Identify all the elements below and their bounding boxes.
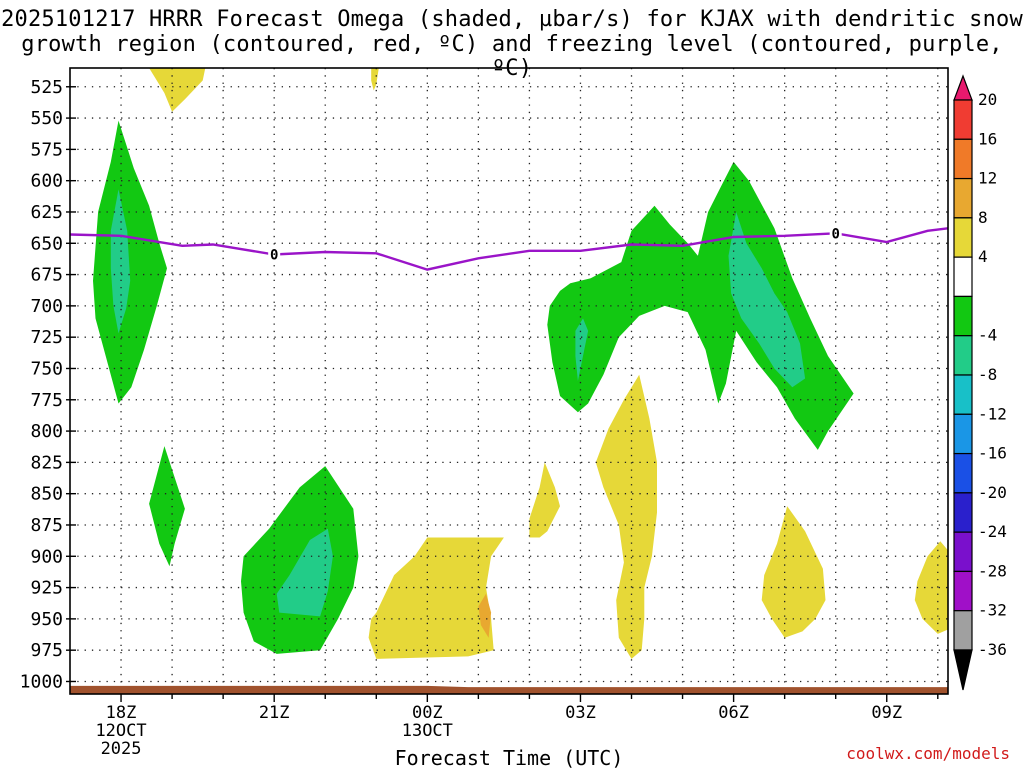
freezing-level-line <box>70 227 948 271</box>
y-tick-label-550: 550 <box>30 108 63 129</box>
colorbar-box-13 <box>953 570 973 612</box>
colorbar-box-14 <box>953 610 973 651</box>
y-tick-label-850: 850 <box>30 484 63 505</box>
y-tick-label-1000: 1000 <box>20 671 63 692</box>
x-tick-label-18Z: 18Z <box>106 703 137 723</box>
colorbar-label-8: 8 <box>978 208 988 227</box>
freezing-level-layer: 00 <box>70 225 948 271</box>
colorbar-box-8 <box>953 374 973 415</box>
y-tick-label-800: 800 <box>30 421 63 442</box>
omega-region-up-8-12-c <box>575 318 589 381</box>
y-tick-label-975: 975 <box>30 640 63 661</box>
omega-region-down-4-8-e <box>595 374 657 659</box>
omega-region-down-4-8-c <box>368 537 504 659</box>
x-tick-label-09Z: 09Z <box>871 703 902 723</box>
y-tick-label-525: 525 <box>30 77 63 98</box>
terrain-ground <box>70 685 948 694</box>
omega-region-up-4-8-d <box>547 161 854 450</box>
colorbar-label--20: -20 <box>978 483 1007 502</box>
colorbar-box-12 <box>953 531 973 573</box>
omega-region-up-8-12-d <box>728 212 806 388</box>
colorbar-box-5 <box>953 256 973 298</box>
colorbar-label--36: -36 <box>978 640 1007 659</box>
y-tick-label-950: 950 <box>30 609 63 630</box>
colorbar-box-4 <box>953 217 973 258</box>
colorbar-label-16: 16 <box>978 129 997 148</box>
colorbar-label-12: 12 <box>978 169 997 188</box>
y-tick-label-775: 775 <box>30 390 63 411</box>
colorbar-box-2 <box>953 138 973 180</box>
colorbar-bottom-arrow <box>953 649 973 691</box>
colorbar-label--16: -16 <box>978 444 1007 463</box>
x-tick-date-00Z: 13OCT <box>402 721 453 741</box>
y-tick-label-750: 750 <box>30 358 63 379</box>
plot-frame <box>69 67 949 695</box>
y-tick-label-650: 650 <box>30 233 63 254</box>
colorbar-box-7 <box>953 335 973 376</box>
y-tick-label-625: 625 <box>30 202 63 223</box>
colorbar-label--28: -28 <box>978 561 1007 580</box>
gridlines <box>70 68 948 694</box>
omega-region-down-4-8-d <box>529 462 560 538</box>
colorbar: 20 16 12 8 4 -4 -8 -12 -16 -20 -24 -28 -32 -36 <box>953 74 1007 691</box>
colorbar-label--8: -8 <box>978 365 997 384</box>
terrain-layer <box>70 685 948 694</box>
colorbar-label--12: -12 <box>978 404 1007 423</box>
colorbar-box-3 <box>953 177 973 219</box>
x-tick-label-00Z: 00Z <box>412 703 443 723</box>
x-axis-label: Forecast Time (UTC) <box>395 746 624 768</box>
y-tick-label-875: 875 <box>30 515 63 536</box>
colorbar-label-4: 4 <box>978 247 988 266</box>
site-credit: coolwx.com/models <box>846 744 1010 763</box>
x-tick-label-21Z: 21Z <box>259 703 290 723</box>
y-tick-label-575: 575 <box>30 139 63 160</box>
colorbar-box-10 <box>953 452 973 494</box>
axes-layer: 525 550 575 600 625 650 675 700 725 750 775 800 825 8… <box>20 67 949 759</box>
chart-title-line-2: growth region (contoured, red, ºC) and f… <box>21 32 1003 81</box>
freezing-level-label-0: 0 <box>270 248 278 264</box>
chart-title-line-1: 2025101217 HRRR Forecast Omega (shaded, … <box>1 7 1023 32</box>
omega-region-down-4-8-b <box>371 68 379 91</box>
omega-region-down-4-8-f <box>761 506 826 638</box>
omega-region-up-4-8-a <box>93 120 167 404</box>
colorbar-label--24: -24 <box>978 522 1007 541</box>
omega-region-up-8-12-a <box>110 189 131 334</box>
colorbar-box-6 <box>953 295 973 337</box>
y-tick-label-725: 725 <box>30 327 63 348</box>
colorbar-box-1 <box>953 99 973 140</box>
colorbar-box-9 <box>953 413 973 455</box>
colorbar-box-11 <box>953 492 973 533</box>
x-tick-label-03Z: 03Z <box>565 703 596 723</box>
y-tick-label-675: 675 <box>30 265 63 286</box>
colorbar-label--32: -32 <box>978 601 1007 620</box>
omega-shading-layer <box>93 68 948 659</box>
colorbar-label-20: 20 <box>978 90 997 109</box>
omega-region-down-8-12-a <box>478 593 492 638</box>
y-tick-label-900: 900 <box>30 546 63 567</box>
x-tick-year-18Z: 2025 <box>101 739 142 759</box>
y-tick-label-600: 600 <box>30 171 63 192</box>
y-tick-label-825: 825 <box>30 452 63 473</box>
y-tick-label-700: 700 <box>30 296 63 317</box>
x-tick-label-06Z: 06Z <box>718 703 749 723</box>
y-tick-label-925: 925 <box>30 578 63 599</box>
x-tick-date-18Z: 12OCT <box>95 721 146 741</box>
omega-region-down-4-8-a <box>149 68 206 112</box>
colorbar-label--4: -4 <box>978 326 997 345</box>
freezing-level-label-1: 0 <box>831 226 839 242</box>
colorbar-top-arrow <box>953 74 973 101</box>
omega-region-up-8-12-b <box>276 528 333 617</box>
omega-region-up-4-8-b <box>149 446 185 567</box>
